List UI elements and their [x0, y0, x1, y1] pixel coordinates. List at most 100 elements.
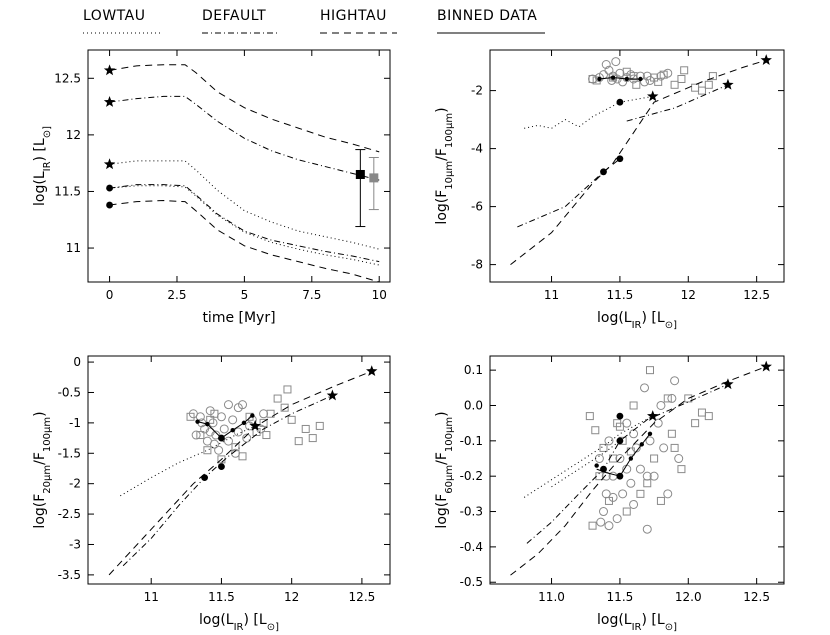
- legend-label-hightau: HIGHTAU: [320, 8, 387, 24]
- legend-lowtau: LOWTAU: [83, 8, 160, 34]
- data-point-square: [704, 412, 713, 421]
- data-point-square: [629, 401, 638, 410]
- star-marker: [103, 158, 116, 170]
- series-line-dashed: [109, 200, 380, 282]
- y-tick-label: -0.5: [58, 385, 81, 399]
- data-point-square: [645, 366, 654, 375]
- dot-marker: [218, 434, 225, 442]
- series-line-dashed: [510, 59, 767, 265]
- data-point-square: [301, 424, 310, 433]
- data-point-circle: [615, 454, 625, 464]
- x-tick-label: 11: [544, 288, 559, 302]
- x-tick-label: 12.5: [743, 590, 770, 604]
- legend-label-binned: BINNED DATA: [437, 8, 537, 24]
- binned-marker: [638, 76, 643, 82]
- x-axis-label: log(LIR) [L⊙]: [597, 612, 677, 633]
- chart-panel-3: 11 11.5 12 12.5 -3.5 -3 -2.5 -2 -1.5 -1 -0.5 0 log(L…: [32, 355, 391, 633]
- y-tick-label: -1.5: [58, 446, 81, 460]
- series-line-dotted: [551, 440, 621, 488]
- data-point-square: [643, 479, 652, 488]
- data-point-circle: [640, 77, 650, 87]
- y-tick-label: -8: [471, 258, 483, 272]
- data-point-square: [196, 431, 205, 440]
- x-tick-label: 11.5: [208, 590, 235, 604]
- data-point-square: [697, 86, 706, 95]
- y-tick-label: 0.1: [464, 363, 483, 377]
- series-line-dashed: [510, 366, 767, 576]
- data-point-circle: [645, 75, 655, 85]
- legend: LOWTAU DEFAULT HIGHTAU BINNED DATA: [83, 8, 545, 34]
- y-tick-label: -2.5: [58, 507, 81, 521]
- data-point-circle: [233, 427, 243, 437]
- data-point-square: [654, 77, 663, 86]
- data-point-square: [667, 429, 676, 438]
- legend-binned: BINNED DATA: [437, 8, 545, 34]
- data-point-square: [315, 421, 324, 430]
- data-point-square: [663, 394, 672, 403]
- legend-default: DEFAULT: [202, 8, 279, 34]
- dot-marker: [106, 184, 113, 192]
- chart-panel-2: 11 11.5 12 12.5 -8 -6 -4 -2 log(LIR) [L⊙] log(F10…: [434, 49, 785, 331]
- data-point-circle: [608, 492, 618, 502]
- data-point-square: [287, 415, 296, 424]
- star-marker: [722, 78, 734, 90]
- dot-marker: [616, 155, 624, 163]
- data-point-circle: [594, 454, 604, 464]
- y-tick-label: -0.1: [460, 434, 483, 448]
- binned-marker: [647, 431, 653, 436]
- y-tick-label: -0.4: [460, 540, 483, 554]
- star-marker: [366, 365, 378, 377]
- binned-marker: [597, 76, 602, 82]
- y-tick-label: 11: [66, 241, 81, 255]
- y-axis-label: log(F20μm/F100μm): [32, 411, 53, 528]
- y-tick-label: -0.5: [460, 575, 483, 589]
- star-marker: [249, 419, 261, 431]
- binned-marker: [205, 421, 210, 427]
- x-tick-label: 12: [681, 288, 696, 302]
- data-point-circle: [604, 436, 614, 446]
- dot-marker: [616, 472, 624, 480]
- y-tick-label: 12: [66, 128, 81, 142]
- legend-label-default: DEFAULT: [202, 8, 266, 24]
- panels: 0 2.5 5 7.5 10 11 11.5 12 12.5 time [Myr] log(LIR)…: [32, 49, 785, 633]
- series-line-dotted: [523, 415, 653, 498]
- data-point-square: [283, 385, 292, 394]
- data-point-circle: [228, 415, 238, 425]
- data-point-circle: [242, 433, 252, 443]
- data-point-circle: [596, 517, 606, 527]
- legend-label-lowtau: LOWTAU: [83, 8, 145, 24]
- x-tick-label: 11.5: [607, 288, 634, 302]
- plot-frame: [489, 355, 785, 585]
- data-point-circle: [629, 429, 639, 439]
- star-marker: [103, 96, 116, 107]
- data-point-circle: [663, 68, 673, 78]
- data-point-square: [585, 412, 594, 421]
- y-tick-label: -2: [471, 84, 483, 98]
- data-point-circle: [622, 418, 632, 428]
- series-line-dashdot: [109, 184, 380, 263]
- data-point-circle: [642, 71, 652, 81]
- data-point-circle: [191, 430, 201, 440]
- data-point-square: [615, 422, 624, 431]
- data-point-circle: [674, 454, 684, 464]
- data-point-square: [626, 447, 635, 456]
- error-bar-marker: [369, 173, 379, 183]
- plot-frame: [489, 49, 785, 283]
- chart-panel-1: 0 2.5 5 7.5 10 11 11.5 12 12.5 time [Myr] log(LIR)…: [32, 49, 391, 326]
- y-tick-label: -2: [69, 477, 81, 491]
- data-point-circle: [200, 424, 210, 434]
- data-point-circle: [216, 412, 226, 422]
- dot-marker: [106, 201, 113, 209]
- data-point-square: [691, 419, 700, 428]
- x-tick-label: 5: [241, 288, 249, 302]
- data-point-square: [238, 452, 247, 461]
- data-point-circle: [219, 424, 229, 434]
- data-point-square: [691, 83, 700, 92]
- series-line-dashdot: [109, 95, 380, 181]
- data-point-circle: [223, 436, 233, 446]
- data-point-circle: [659, 443, 669, 453]
- star-marker: [647, 410, 659, 421]
- data-point-circle: [601, 60, 611, 69]
- series-line-dashed: [109, 64, 380, 153]
- plot-frame: [87, 49, 391, 283]
